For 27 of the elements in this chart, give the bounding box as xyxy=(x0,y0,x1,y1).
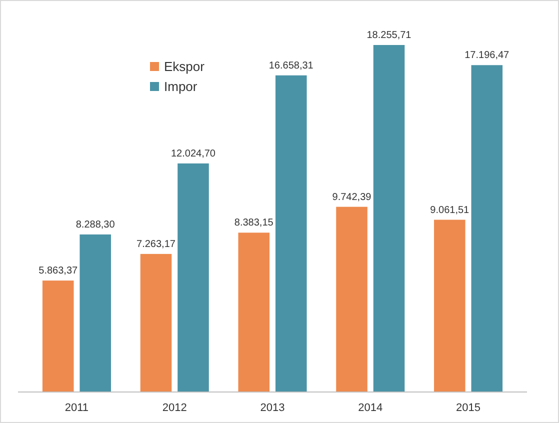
bar xyxy=(42,280,74,392)
bar xyxy=(238,232,270,392)
x-tick-label: 2014 xyxy=(358,402,383,414)
data-label: 5.863,37 xyxy=(38,266,78,277)
data-label: 18.255,71 xyxy=(366,30,412,41)
legend-label: Ekspor xyxy=(164,59,206,74)
bar xyxy=(336,206,368,392)
data-label: 17.196,47 xyxy=(464,50,510,62)
bar xyxy=(434,220,466,392)
x-tick-label: 2012 xyxy=(162,402,187,414)
bar xyxy=(140,254,172,392)
data-label: 9.061,51 xyxy=(430,204,470,216)
data-label: 12.024,70 xyxy=(170,148,216,160)
bar xyxy=(373,45,405,392)
bar xyxy=(275,75,307,392)
data-label: 9.742,39 xyxy=(332,192,372,203)
x-tick-label: 2015 xyxy=(456,402,481,414)
bar xyxy=(471,65,503,392)
data-label: 8.288,30 xyxy=(76,219,116,230)
data-label: 16.658,31 xyxy=(268,60,314,72)
data-label: 7.263,17 xyxy=(136,238,176,250)
legend-label: Impor xyxy=(164,79,198,94)
x-tick-label: 2011 xyxy=(64,402,89,414)
bar xyxy=(178,163,209,392)
x-tick-label: 2013 xyxy=(260,402,285,414)
data-label: 8.383,15 xyxy=(234,218,274,229)
bar xyxy=(80,234,111,392)
